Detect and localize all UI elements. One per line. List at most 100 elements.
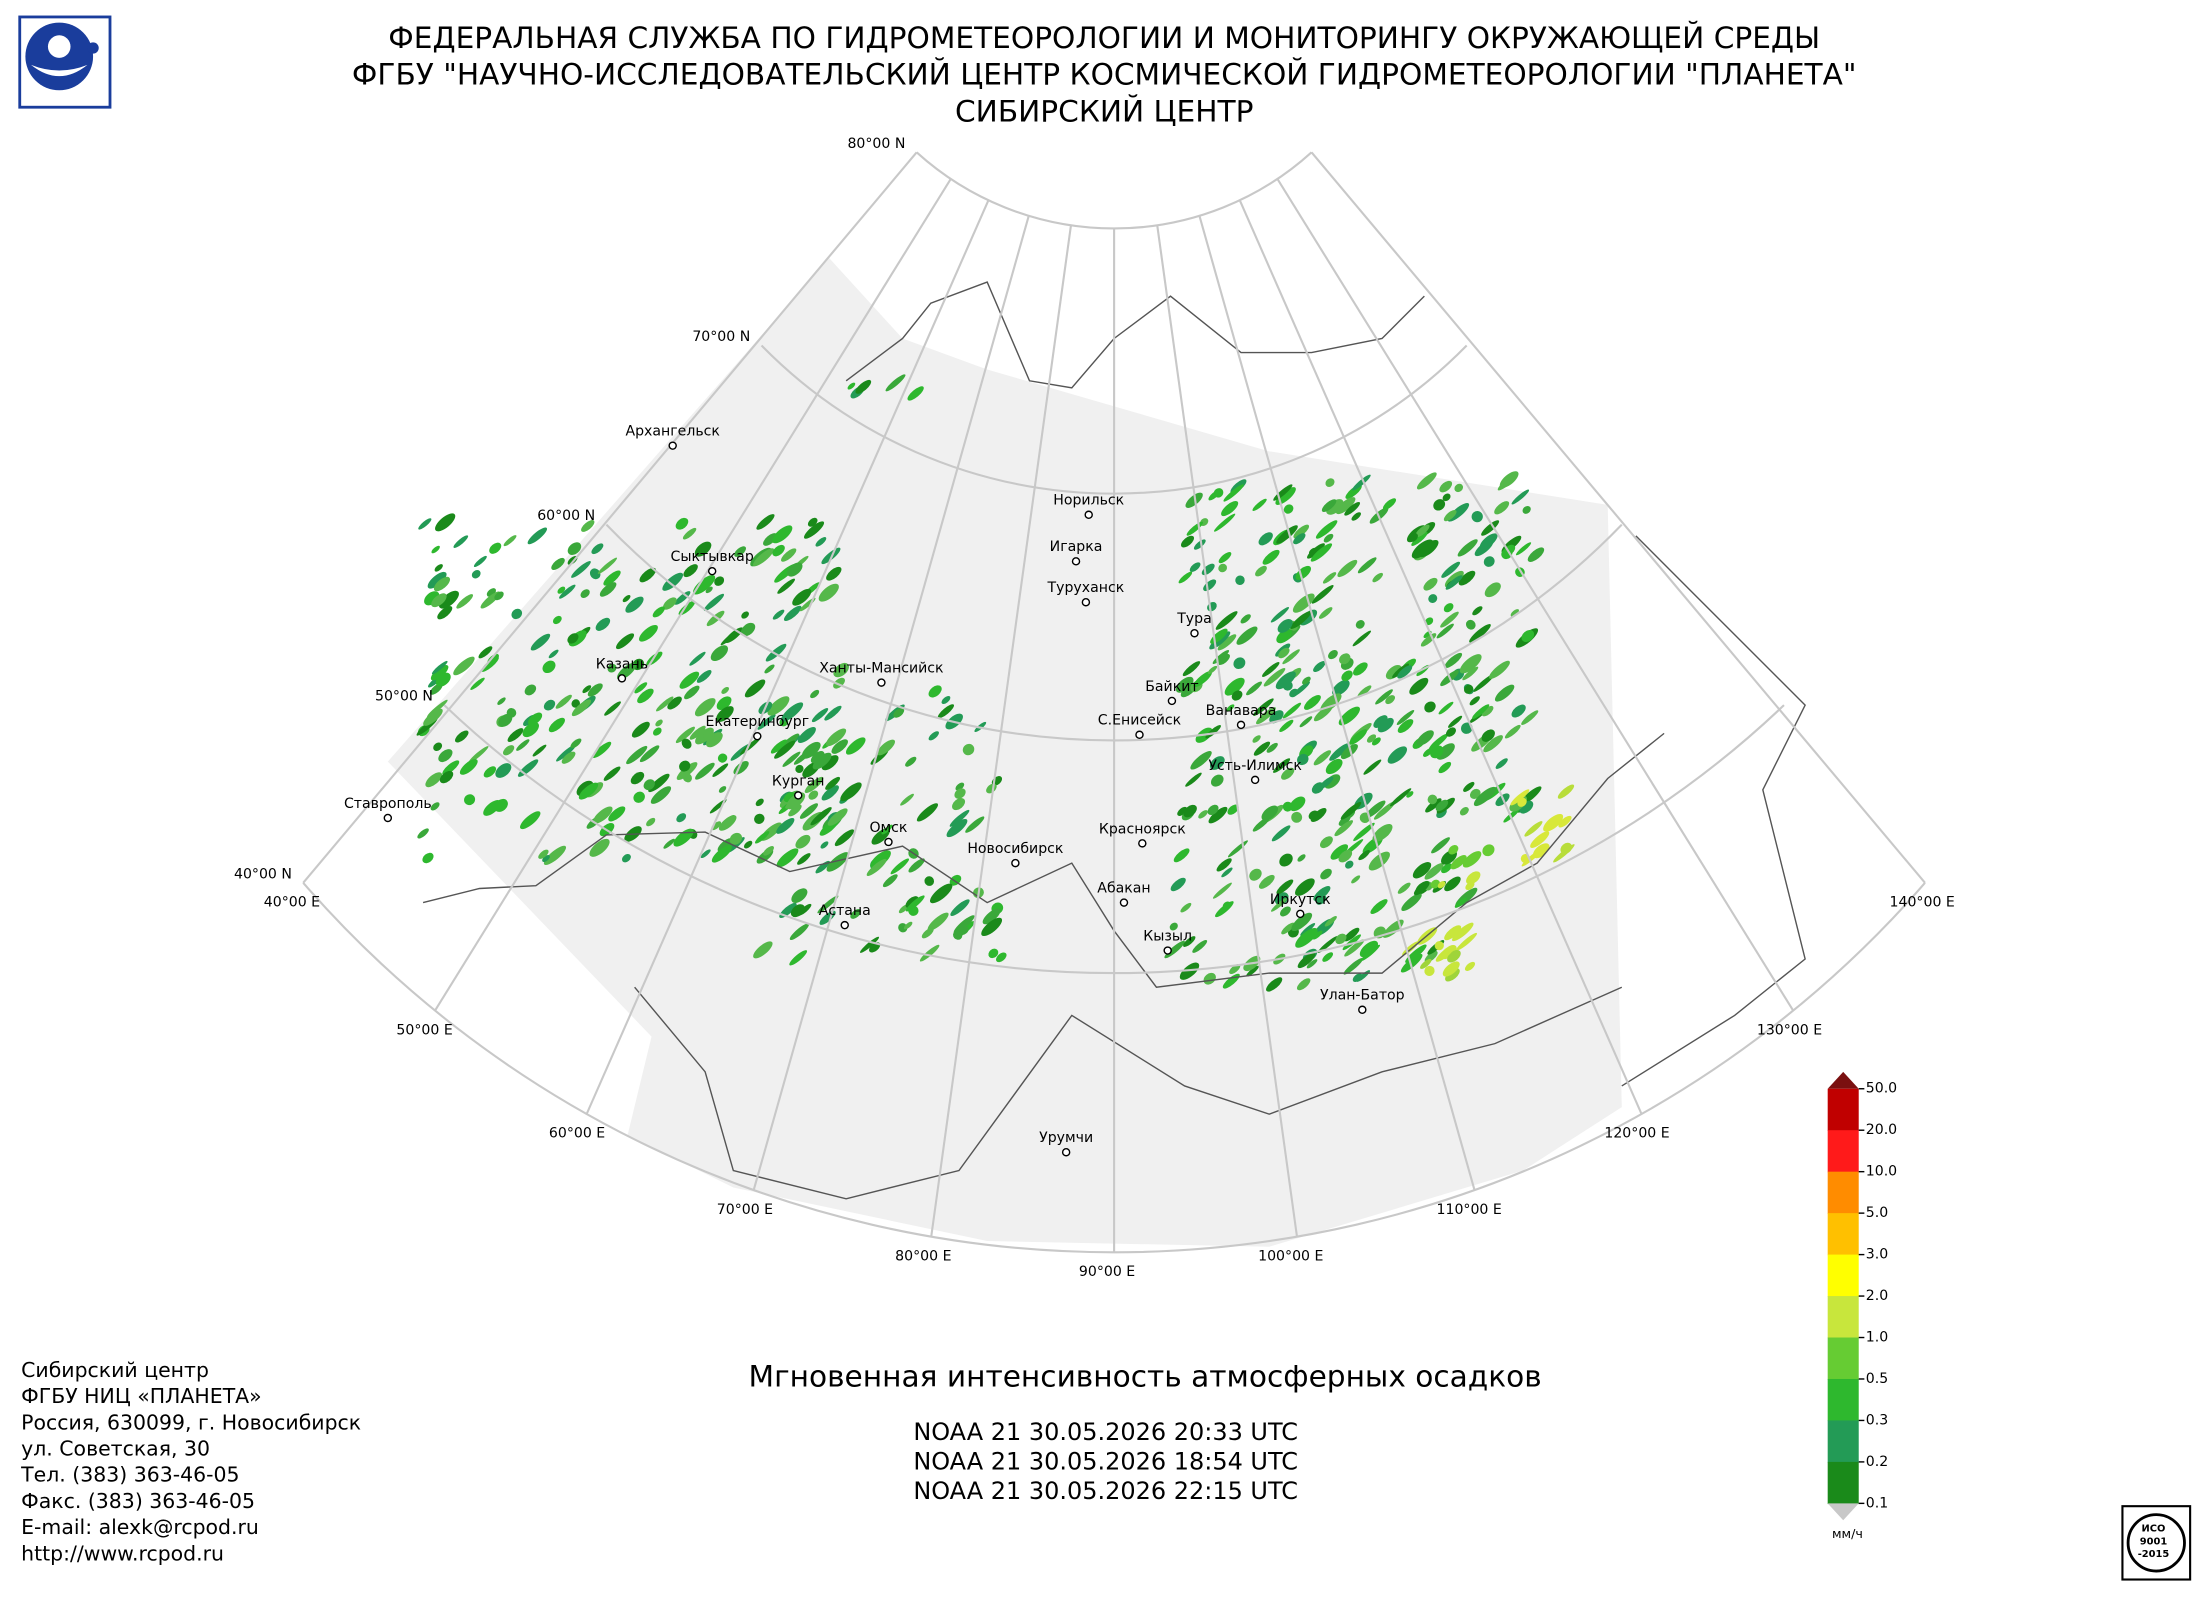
city-marker xyxy=(753,731,762,741)
rain-cell xyxy=(1444,876,1461,892)
colorbar-segment xyxy=(1827,1296,1859,1339)
rain-cell xyxy=(1223,484,1244,502)
rain-cell xyxy=(810,751,825,764)
rain-cell xyxy=(1183,936,1196,947)
rain-cell xyxy=(1473,786,1496,807)
rain-cell xyxy=(770,739,788,754)
rain-cell xyxy=(1252,735,1261,743)
city-label: Екатеринбург xyxy=(705,714,809,730)
rain-cell xyxy=(453,535,469,548)
rain-cell xyxy=(571,699,580,708)
city-label: Урумчи xyxy=(1039,1130,1093,1146)
rain-cell xyxy=(1443,509,1457,522)
rain-cell xyxy=(1338,849,1353,863)
rain-cell xyxy=(928,731,939,741)
rain-cell xyxy=(1343,927,1360,942)
rain-cell xyxy=(1289,796,1306,812)
rain-cell xyxy=(1424,701,1436,713)
rain-cell xyxy=(1365,800,1386,819)
rain-cell xyxy=(1208,806,1228,824)
rain-cell xyxy=(507,728,524,742)
rain-cell xyxy=(1330,844,1349,860)
rain-cell xyxy=(1469,624,1491,643)
rain-cell xyxy=(855,379,872,394)
rain-cell xyxy=(1217,653,1230,665)
rain-cell xyxy=(1304,694,1321,710)
rain-cell xyxy=(662,572,684,591)
colorbar-unit: мм/ч xyxy=(1832,1526,1863,1541)
rain-cell xyxy=(1282,702,1302,719)
rain-cell xyxy=(1193,671,1212,688)
rain-cell xyxy=(1436,743,1455,760)
rain-cell xyxy=(1372,823,1393,842)
rain-cell xyxy=(705,586,713,594)
rain-cell xyxy=(1363,759,1382,775)
rain-cell xyxy=(524,684,537,696)
rain-cell xyxy=(1292,593,1315,613)
rain-cell xyxy=(1465,619,1476,630)
rain-cell xyxy=(1441,561,1461,578)
rain-cell xyxy=(689,651,706,666)
rain-cell xyxy=(1445,968,1460,982)
rain-cell xyxy=(1258,874,1275,889)
rain-cell xyxy=(1177,806,1188,816)
contact-line: E-mail: alexk@rcpod.ru xyxy=(21,1515,259,1539)
rain-cell xyxy=(772,609,785,620)
rain-cell xyxy=(433,742,443,751)
rain-cell xyxy=(582,685,592,694)
lat-label: 70°00 N xyxy=(692,329,750,345)
rain-cell xyxy=(578,782,599,800)
lon-label: 120°00 E xyxy=(1604,1126,1669,1142)
rain-cell xyxy=(542,660,556,674)
rain-cell xyxy=(919,944,940,962)
city-label: Новосибирск xyxy=(967,841,1064,857)
city-label: Улан-Батор xyxy=(1320,988,1405,1004)
rain-cell xyxy=(1318,607,1333,619)
rain-cell xyxy=(1371,737,1381,746)
colorbar-label: 5.0 xyxy=(1866,1205,1888,1221)
rain-cell xyxy=(679,671,700,689)
rain-cell xyxy=(643,779,655,791)
rain-cell xyxy=(1431,837,1450,854)
rain-cell xyxy=(1448,845,1459,855)
rain-cell xyxy=(683,564,698,578)
city-marker xyxy=(1135,730,1144,740)
rain-cell xyxy=(498,713,513,727)
rain-cell xyxy=(1452,922,1474,942)
rain-cell xyxy=(681,738,692,749)
rain-cell xyxy=(1273,758,1291,773)
rain-cell xyxy=(1183,804,1197,818)
rain-cell xyxy=(916,803,939,822)
rain-cell xyxy=(1229,964,1241,974)
colorbar-segment xyxy=(1827,1254,1859,1297)
rain-cell xyxy=(1423,748,1433,757)
rain-cell xyxy=(1306,959,1318,969)
rain-cell xyxy=(597,557,618,574)
rain-cell xyxy=(439,770,454,784)
rain-cell xyxy=(754,813,765,824)
rain-cell xyxy=(789,950,808,966)
rain-cell xyxy=(789,923,810,941)
rain-cell xyxy=(950,899,970,916)
rain-cell xyxy=(1524,821,1543,837)
rain-cell xyxy=(1411,531,1428,546)
rain-cell xyxy=(1345,860,1354,869)
pass: NOAA 21 30.05.2026 20:33 UTC xyxy=(913,1418,1298,1446)
rain-cell xyxy=(1466,871,1481,885)
rain-cell xyxy=(608,806,626,822)
colorbar-segment xyxy=(1827,1461,1859,1505)
rain-cell xyxy=(1517,797,1527,807)
rain-cell xyxy=(721,686,730,694)
rain-cell xyxy=(543,845,567,865)
rain-cell xyxy=(625,596,644,613)
rain-cell xyxy=(481,656,499,672)
rain-cell xyxy=(1209,756,1225,770)
rain-cell xyxy=(840,782,862,802)
rain-cell xyxy=(821,755,839,771)
rain-cell xyxy=(682,527,697,540)
rain-cell xyxy=(652,727,662,736)
rain-cell xyxy=(1236,626,1258,645)
rain-cell xyxy=(1353,822,1375,842)
rain-cell xyxy=(1464,684,1474,694)
rain-cell xyxy=(834,829,855,847)
